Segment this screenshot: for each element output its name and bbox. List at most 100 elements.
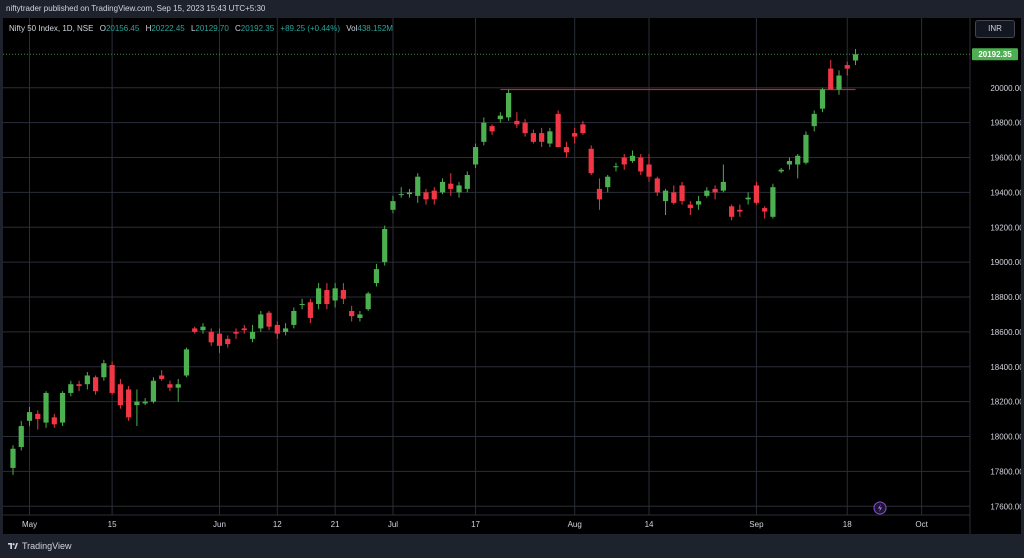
last-price-badge: [972, 48, 1018, 61]
candle: [117, 378, 123, 409]
candle: [150, 377, 157, 404]
candle: [274, 321, 280, 339]
candle-body: [349, 310, 355, 317]
candle: [729, 204, 735, 221]
candle-body: [76, 384, 82, 386]
candle-body: [786, 160, 793, 165]
candle: [183, 347, 190, 378]
candle: [671, 185, 677, 205]
candle-body: [398, 194, 404, 196]
candle: [786, 157, 793, 170]
candle-body: [101, 363, 107, 378]
candle: [712, 185, 718, 200]
candle-body: [225, 338, 231, 345]
candle: [68, 380, 74, 397]
y-tick-label: 19800.00: [990, 119, 1021, 128]
candle: [192, 326, 198, 334]
x-tick-label: 12: [273, 520, 282, 529]
candle-body: [51, 417, 57, 425]
horizontal-gridlines: [3, 87, 970, 507]
x-tick-label: May: [22, 520, 37, 529]
vertical-gridlines: [29, 18, 923, 515]
candle: [704, 187, 710, 198]
candle: [357, 310, 363, 322]
candlestick-chart[interactable]: 20192.35 17600.00 17800.00 18000.00 18200.0…: [3, 18, 1021, 534]
legend-open: 20156.45: [105, 24, 140, 33]
candle: [142, 398, 148, 406]
footer-bar: TradingView: [0, 534, 1024, 558]
currency-button[interactable]: INR: [975, 20, 1015, 38]
candle: [720, 164, 726, 193]
candle-body: [35, 413, 41, 420]
candle: [233, 328, 239, 339]
candle: [51, 413, 57, 428]
candle: [101, 359, 107, 381]
legend-close-label: C: [235, 24, 241, 33]
candle-body: [208, 331, 214, 343]
candle: [481, 117, 487, 146]
candle-body: [687, 204, 693, 209]
candle-body: [26, 412, 33, 421]
candle: [613, 162, 619, 172]
candle: [10, 445, 16, 475]
candle-body: [489, 126, 495, 132]
candle: [431, 187, 437, 205]
tradingview-logo-icon: [8, 543, 18, 549]
x-tick-label: Aug: [568, 520, 582, 529]
candle: [439, 178, 446, 195]
candle-body: [68, 384, 74, 393]
y-tick-label: 18600.00: [990, 328, 1021, 337]
chart-area[interactable]: 20192.35 17600.00 17800.00 18000.00 18200.0…: [3, 18, 1021, 534]
candle-body: [324, 290, 330, 304]
candle-body: [819, 89, 826, 109]
candle-body: [109, 365, 115, 393]
candle-body: [778, 169, 784, 172]
y-tick-label: 18800.00: [990, 293, 1021, 302]
candle-body: [316, 288, 322, 304]
candle: [753, 181, 759, 205]
candle: [605, 174, 611, 193]
candle: [762, 206, 768, 219]
candle: [737, 204, 743, 217]
candle: [175, 378, 181, 402]
y-tick-label: 18200.00: [990, 398, 1021, 407]
candle-body: [596, 188, 603, 200]
candle-body: [753, 185, 759, 203]
candle-body: [481, 122, 487, 142]
candle-body: [563, 147, 570, 153]
price-axis[interactable]: 17600.00 17800.00 18000.00 18200.00 18400.00…: [990, 84, 1021, 512]
candle-body: [836, 75, 842, 90]
candle: [770, 183, 776, 219]
last-price-label: 20192.35: [978, 50, 1012, 59]
candle: [249, 324, 256, 343]
candle: [572, 127, 578, 144]
x-tick-label: 14: [645, 520, 654, 529]
candle-body: [431, 190, 437, 200]
legend-vol-label: Vol: [346, 24, 358, 33]
candle: [324, 283, 330, 310]
lightning-icon[interactable]: [873, 501, 887, 515]
y-tick-label: 17800.00: [990, 467, 1021, 476]
candle: [126, 385, 132, 421]
candle: [547, 127, 553, 148]
candle-body: [605, 176, 611, 188]
candle-body: [18, 426, 24, 447]
candle-body: [547, 131, 553, 144]
candle-body: [803, 134, 809, 163]
candle: [26, 406, 33, 427]
candle-body: [852, 54, 859, 61]
candle: [134, 389, 140, 427]
candle-body: [10, 448, 16, 468]
candle-body: [704, 190, 710, 196]
x-tick-label: 17: [471, 520, 480, 529]
time-axis[interactable]: May 15 Jun 12 21 Jul 17 Aug 14 Sep 18 Oct: [22, 520, 929, 529]
candle: [588, 145, 594, 175]
candle: [109, 361, 115, 395]
x-tick-label: Jun: [213, 520, 226, 529]
candle: [282, 323, 289, 336]
candle-body: [828, 68, 834, 90]
legend-vol: 438.152M: [357, 24, 393, 33]
candle: [803, 131, 809, 165]
candle-body: [795, 155, 801, 165]
candle-body: [117, 384, 123, 406]
